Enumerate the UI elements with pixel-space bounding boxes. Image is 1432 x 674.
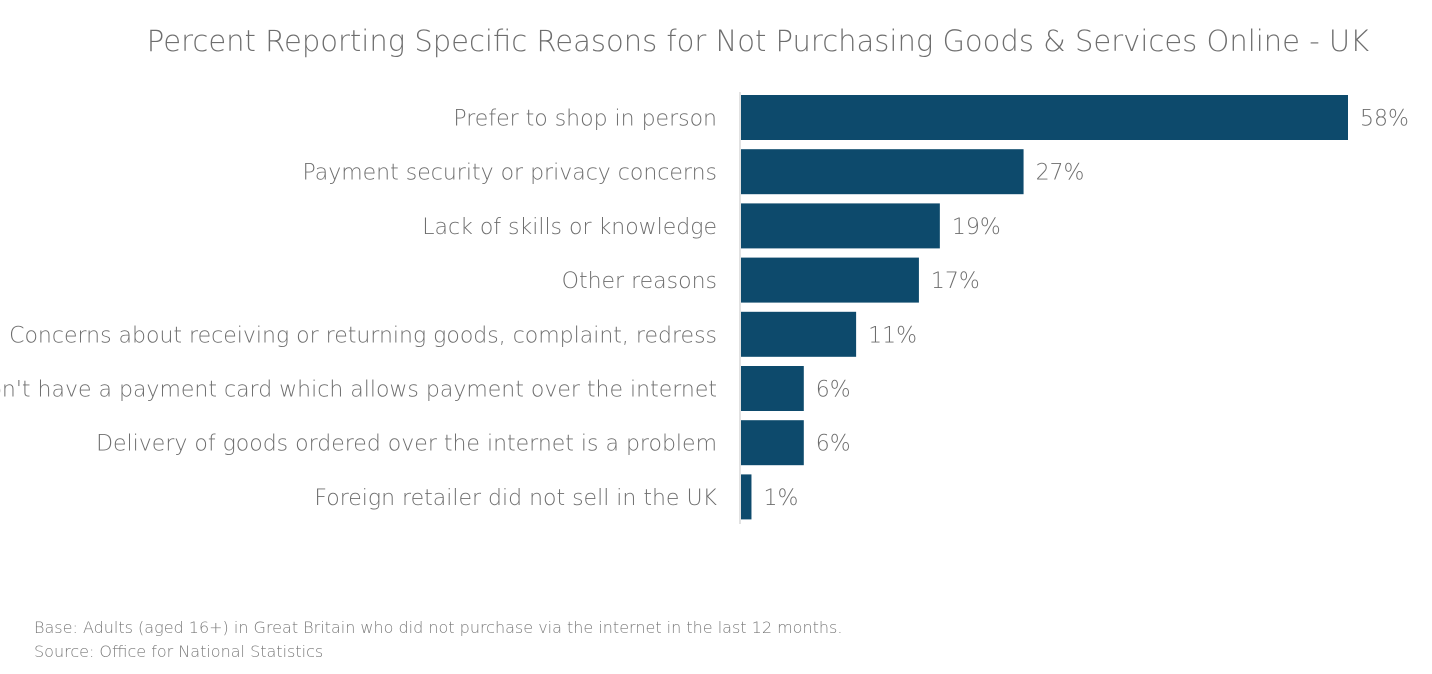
category-label: Other reasons <box>562 269 717 294</box>
bar <box>741 203 940 249</box>
bar <box>741 366 804 411</box>
base-note: Base: Adults (aged 16+) in Great Britain… <box>34 618 843 637</box>
value-label: 6% <box>816 432 851 457</box>
category-label: Concerns about receiving or returning go… <box>9 323 717 348</box>
value-label: 1% <box>763 486 798 511</box>
value-label: 17% <box>931 269 980 294</box>
bar <box>741 149 1024 195</box>
bar <box>741 474 752 520</box>
source-note: Source: Office for National Statistics <box>34 642 324 661</box>
value-label: 11% <box>868 323 917 348</box>
bar <box>741 311 857 357</box>
bars-group: Prefer to shop in person 58% Payment secur… <box>0 95 1409 520</box>
category-label: Lack of skills or knowledge <box>422 215 717 240</box>
value-label: 58% <box>1360 107 1409 132</box>
bar <box>741 95 1348 140</box>
value-label: 27% <box>1036 161 1085 186</box>
category-label: Prefer to shop in person <box>453 107 717 132</box>
category-label: Delivery of goods ordered over the inter… <box>96 432 717 457</box>
chart-title: Percent Reporting Specific Reasons for N… <box>147 24 1369 58</box>
value-label: 6% <box>816 378 851 403</box>
value-label: 19% <box>952 215 1001 240</box>
category-label: Don't have a payment card which allows p… <box>0 378 717 403</box>
bar <box>741 257 919 303</box>
category-label: Payment security or privacy concerns <box>302 161 717 186</box>
bar <box>741 420 804 466</box>
category-label: Foreign retailer did not sell in the UK <box>314 486 717 511</box>
